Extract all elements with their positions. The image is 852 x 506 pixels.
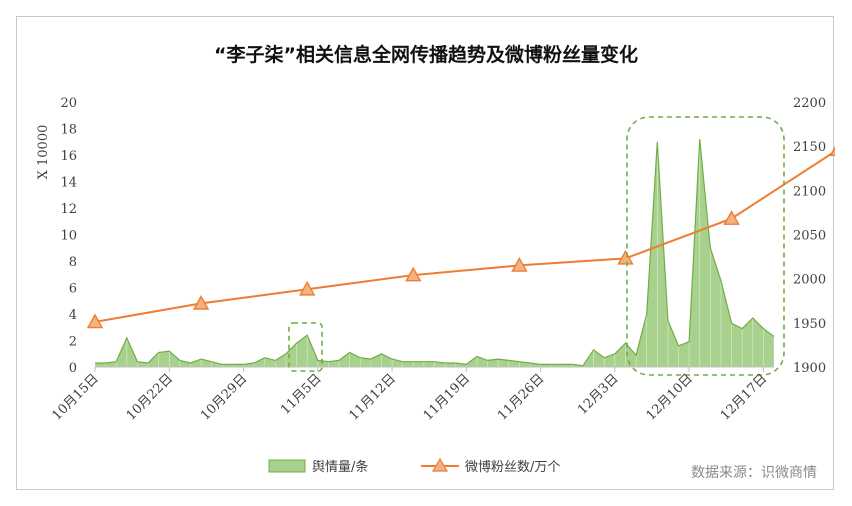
y-right-tick-0: 1900 [793, 361, 826, 376]
source-note: 数据来源：识微商情 [691, 465, 817, 481]
sentiment-area [95, 139, 774, 367]
y-left-tick-7: 14 [60, 176, 77, 191]
chart-svg: “李子柒”相关信息全网传播趋势及微博粉丝量变化 X 10000 0 2 4 6 8 10 1… [36, 43, 835, 481]
fans-marker-3 [405, 266, 422, 282]
y-right-tick-5: 2150 [793, 140, 826, 155]
legend-swatch-area [268, 459, 306, 473]
highlight-box-dec [626, 116, 785, 376]
fans-marker-0 [86, 313, 104, 329]
y-left-tick-9: 18 [60, 123, 77, 138]
y-left-tick-6: 12 [60, 202, 77, 217]
x-tick-label-8: 12月10日 [644, 371, 696, 423]
legend-label-area: 舆情量/条 [312, 459, 368, 475]
y-right-ticks: 1900 1950 2000 2050 2100 2150 2200 [793, 96, 826, 376]
x-tick-label-6: 11月26日 [495, 371, 547, 423]
highlight-boxes [288, 116, 785, 376]
highlight-box-nov [288, 322, 323, 372]
y-left-tick-3: 6 [69, 282, 77, 297]
x-tick-label-5: 11月19日 [421, 371, 473, 423]
fans-marker-1 [192, 294, 210, 310]
y-left-tick-10: 20 [60, 96, 77, 111]
y-left-tick-0: 0 [69, 361, 77, 376]
fans-marker-6 [723, 210, 740, 225]
x-tick-label-1: 10月22日 [124, 371, 176, 423]
y-right-tick-2: 2000 [793, 273, 826, 288]
x-tick-label-4: 11月12日 [346, 371, 398, 423]
y-right-tick-4: 2100 [793, 184, 826, 199]
sentiment-area-edge [95, 139, 775, 367]
y-right-tick-3: 2050 [793, 229, 826, 244]
y-left-tick-1: 2 [69, 335, 77, 350]
fans-marker-2 [298, 280, 316, 296]
legend-swatch-marker [431, 457, 449, 472]
y-left-tick-4: 8 [69, 255, 77, 270]
legend-label-line: 微博粉丝数/万个 [465, 460, 560, 475]
legend: 舆情量/条 微博粉丝数/万个 [268, 457, 560, 475]
y-left-ticks: 0 2 4 6 8 10 12 14 16 18 20 [60, 96, 77, 376]
x-tick-label-0: 10月15日 [49, 371, 101, 423]
fans-marker-4 [511, 256, 528, 272]
y-left-tick-5: 10 [60, 229, 77, 244]
chart-title: “李子柒”相关信息全网传播趋势及微博粉丝量变化 [214, 43, 638, 66]
y-left-tick-2: 4 [69, 308, 77, 323]
x-tick-label-2: 10月29日 [198, 371, 250, 423]
fans-line [94, 150, 835, 323]
x-tick-label-9: 12月17日 [718, 371, 770, 423]
sentiment-area-series [94, 139, 775, 367]
y-left-axis-label: X 10000 [36, 125, 51, 180]
x-axis: 10月15日 10月22日 10月29日 11月5日 11月12日 11月19日 11月26… [49, 366, 774, 424]
y-right-tick-1: 1950 [793, 317, 826, 332]
y-right-tick-6: 2200 [793, 96, 826, 111]
chart-frame: “李子柒”相关信息全网传播趋势及微博粉丝量变化 X 10000 0 2 4 6 8 10 1… [16, 16, 835, 490]
fans-marker-7 [829, 146, 835, 157]
fans-line-series [86, 146, 835, 329]
x-tick-label-7: 12月3日 [575, 371, 622, 418]
fans-marker-5 [617, 249, 634, 265]
x-tick-label-3: 11月5日 [278, 371, 325, 418]
y-left-tick-8: 16 [60, 149, 77, 164]
